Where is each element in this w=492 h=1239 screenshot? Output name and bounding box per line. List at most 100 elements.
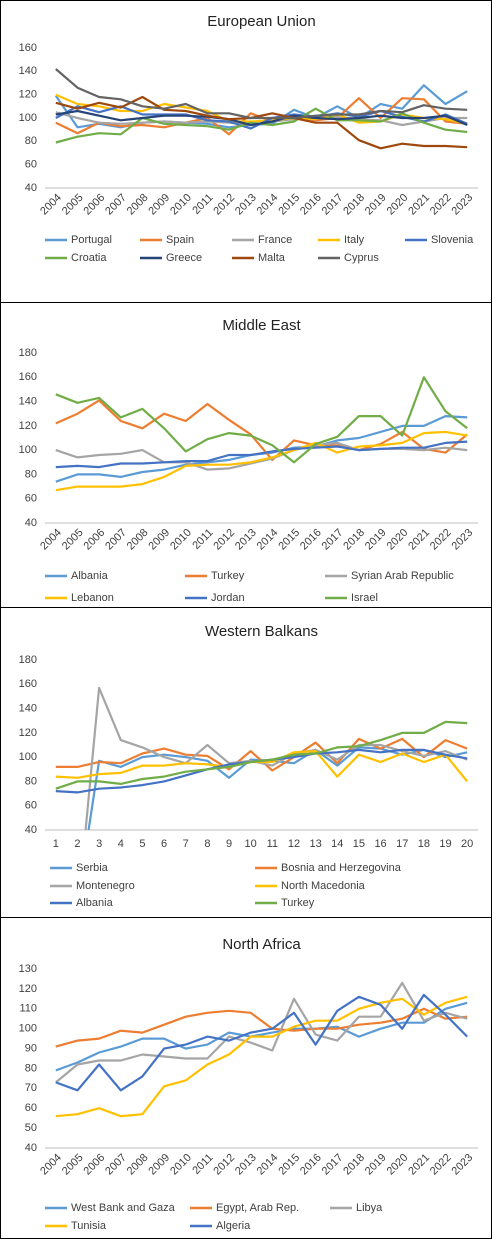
- y-tick-label: 120: [19, 727, 37, 739]
- x-tick-label: 2022: [428, 192, 454, 218]
- legend-label: Algeria: [216, 1220, 251, 1232]
- panel-border: [0, 917, 492, 1239]
- legend-label: Albania: [71, 570, 109, 582]
- legend-label: Greece: [166, 252, 202, 264]
- legend-label: Bosnia and Herzegovina: [281, 862, 402, 874]
- x-tick-label: 2021: [406, 192, 432, 218]
- y-tick-label: 140: [19, 65, 37, 77]
- series-line: [55, 376, 468, 464]
- x-tick-label: 6: [161, 838, 167, 850]
- series-line: [55, 993, 468, 1092]
- x-tick-label: 1: [53, 838, 59, 850]
- y-tick-label: 130: [19, 963, 37, 975]
- x-tick-label: 7: [183, 838, 189, 850]
- y-tick-label: 40: [25, 1142, 37, 1154]
- y-tick-label: 100: [19, 1023, 37, 1035]
- x-tick-label: 2018: [341, 1152, 367, 1178]
- x-tick-label: 2020: [385, 192, 411, 218]
- y-tick-label: 80: [25, 775, 37, 787]
- series-line: [55, 109, 468, 127]
- x-tick-label: 2017: [320, 192, 346, 218]
- x-tick-label: 2018: [341, 192, 367, 218]
- series-line: [55, 750, 469, 783]
- x-tick-label: 2011: [190, 527, 215, 552]
- y-tick-label: 40: [25, 517, 37, 529]
- x-tick-label: 2012: [211, 1152, 237, 1178]
- legend-label: Egypt, Arab Rep.: [216, 1202, 299, 1214]
- x-tick-label: 2010: [168, 192, 194, 218]
- y-tick-label: 60: [25, 159, 37, 171]
- x-tick-label: 2004: [38, 192, 64, 218]
- legend-label: Lebanon: [71, 592, 114, 604]
- x-tick-label: 2006: [82, 192, 108, 218]
- legend-label: Cyprus: [344, 252, 379, 264]
- x-tick-label: 2013: [233, 1152, 259, 1178]
- plot: [55, 686, 469, 830]
- x-tick-label: 2009: [146, 1152, 172, 1178]
- y-tick-label: 90: [25, 1042, 37, 1054]
- x-tick-label: 2016: [298, 527, 324, 553]
- x-tick-label: 3: [96, 838, 102, 850]
- y-tick-label: 160: [19, 42, 37, 54]
- x-tick-label: 17: [396, 838, 408, 850]
- y-tick-label: 180: [19, 654, 37, 666]
- plot: [55, 981, 468, 1118]
- legend-label: Spain: [166, 234, 194, 246]
- x-tick-label: 2023: [450, 527, 476, 553]
- x-tick-label: 2018: [341, 527, 367, 553]
- y-tick-label: 140: [19, 702, 37, 714]
- legend-label: Syrian Arab Republic: [351, 570, 454, 582]
- x-tick-label: 19: [439, 838, 451, 850]
- x-tick-label: 2017: [320, 1152, 346, 1178]
- x-tick-label: 2009: [146, 527, 172, 553]
- plot: [54, 68, 468, 150]
- y-tick-label: 160: [19, 678, 37, 690]
- x-tick-label: 2022: [428, 527, 454, 553]
- y-tick-label: 160: [19, 371, 37, 383]
- x-tick-label: 2005: [60, 1152, 86, 1178]
- x-tick-label: 2010: [168, 527, 194, 553]
- x-tick-label: 2019: [363, 192, 389, 218]
- series-line: [55, 981, 468, 1084]
- legend-label: Serbia: [76, 862, 109, 874]
- x-tick-label: 5: [139, 838, 145, 850]
- x-tick-label: 18: [418, 838, 430, 850]
- legend-label: Libya: [356, 1202, 383, 1214]
- x-tick-label: 2020: [385, 1152, 411, 1178]
- x-tick-label: 2008: [125, 192, 151, 218]
- x-tick-label: 2005: [60, 527, 86, 553]
- legend-label: Turkey: [281, 897, 315, 909]
- x-tick-label: 2: [74, 838, 80, 850]
- x-tick-label: 2012: [211, 527, 237, 553]
- y-tick-label: 80: [25, 135, 37, 147]
- x-tick-label: 2014: [255, 527, 281, 553]
- legend-label: Italy: [344, 234, 365, 246]
- x-tick-label: 12: [288, 838, 300, 850]
- x-tick-label: 2007: [103, 192, 129, 218]
- x-tick-label: 2010: [168, 1152, 194, 1178]
- x-tick-label: 2008: [125, 1152, 151, 1178]
- series-line: [55, 399, 468, 461]
- y-tick-label: 50: [25, 1122, 37, 1134]
- plot: [55, 376, 468, 492]
- chart-title: North Africa: [222, 936, 301, 953]
- x-tick-label: 2006: [82, 1152, 108, 1178]
- legend-label: Albania: [76, 897, 114, 909]
- x-tick-label: 2011: [190, 192, 215, 217]
- x-tick-label: 8: [204, 838, 210, 850]
- legend-label: Jordan: [211, 592, 245, 604]
- y-tick-label: 60: [25, 1102, 37, 1114]
- series-line: [55, 1007, 468, 1048]
- x-tick-label: 2023: [450, 192, 476, 218]
- y-tick-label: 40: [25, 824, 37, 836]
- legend-label: Slovenia: [431, 234, 474, 246]
- x-tick-label: 9: [226, 838, 232, 850]
- x-tick-label: 2015: [276, 527, 302, 553]
- x-tick-label: 2013: [233, 192, 259, 218]
- legend-label: Israel: [351, 592, 378, 604]
- series-line: [55, 995, 468, 1118]
- legend-label: West Bank and Gaza: [71, 1202, 176, 1214]
- x-tick-label: 2015: [276, 192, 302, 218]
- series-line: [55, 68, 468, 120]
